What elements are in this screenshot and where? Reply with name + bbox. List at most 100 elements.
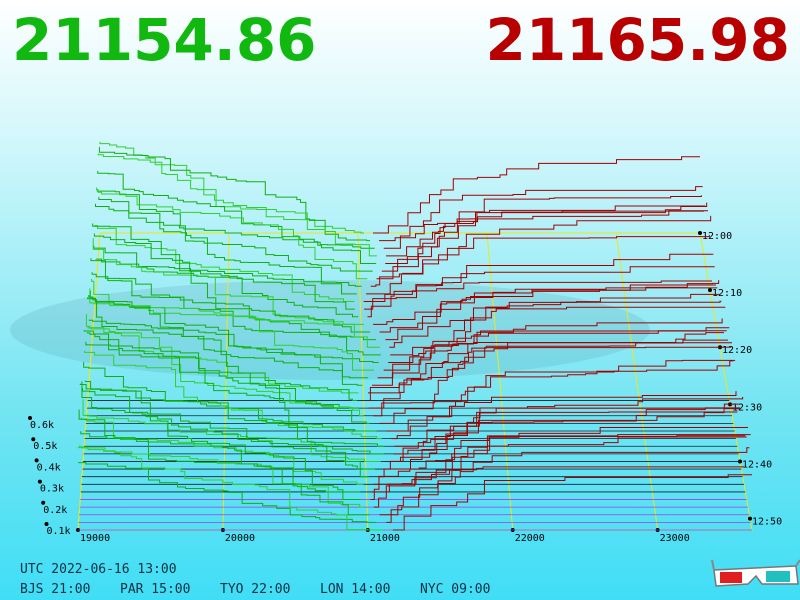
bid-curve	[94, 203, 357, 295]
bid-curve	[89, 290, 379, 363]
city-time: BJS 21:00	[20, 582, 90, 597]
bid-curve	[88, 295, 363, 386]
time-label: 12:10	[712, 288, 742, 299]
bid-curve	[79, 383, 361, 501]
time-tick	[748, 516, 752, 521]
bid-curve	[78, 409, 370, 516]
ask-curve	[368, 346, 732, 409]
bid-curve	[99, 141, 364, 234]
bid-curve	[92, 223, 371, 333]
depth-tick	[28, 416, 32, 420]
bid-curve	[98, 196, 375, 249]
depth-label: 0.4k	[37, 462, 61, 473]
bid-curve	[82, 387, 376, 470]
price-label: 22000	[515, 533, 545, 544]
bid-curve	[83, 330, 385, 447]
ask-curve	[385, 280, 720, 341]
ask-curve	[373, 466, 744, 485]
bid-curve	[79, 445, 364, 508]
depth-label: 0.5k	[33, 441, 57, 452]
depth-label: 0.3k	[40, 484, 64, 495]
bid-curve	[97, 170, 377, 264]
ask-curve	[385, 210, 704, 257]
ask-curve	[383, 186, 703, 249]
ask-curve	[379, 360, 734, 424]
ask-curve	[384, 408, 742, 470]
ask-curve	[364, 253, 714, 310]
city-time: NYC 09:00	[420, 582, 490, 597]
time-label: 12:20	[722, 345, 752, 356]
bid-curve	[87, 297, 358, 402]
ask-curve	[370, 234, 710, 287]
ask-curve	[377, 306, 726, 379]
ask-curve	[379, 287, 718, 333]
ask-curve	[370, 435, 746, 493]
time-label: 12:30	[732, 402, 762, 413]
utc-time: UTC 2022-06-16 13:00	[20, 562, 177, 577]
bid-curve	[83, 362, 385, 455]
ask-curve	[378, 396, 744, 478]
ask-price: 21165.98	[485, 6, 790, 74]
depth-tick	[41, 500, 46, 505]
time-label: 12:40	[742, 459, 772, 470]
bid-price: 21154.86	[12, 6, 317, 74]
ask-curve	[386, 434, 751, 523]
bid-curve	[91, 272, 377, 341]
ask-curve	[388, 318, 723, 363]
ask-curve	[389, 293, 720, 348]
price-label: 21000	[370, 533, 400, 544]
depth-tick	[44, 522, 49, 526]
ask-curve	[392, 474, 752, 531]
ask-curve	[391, 391, 737, 440]
bid-curve	[81, 381, 369, 478]
time-label: 12:50	[752, 517, 782, 528]
time-tick	[708, 288, 712, 293]
bid-curve	[90, 258, 381, 356]
bid-curve	[98, 146, 371, 242]
depth-label: 0.2k	[43, 505, 67, 516]
depth-label: 0.1k	[47, 526, 71, 537]
ask-curve	[366, 215, 712, 295]
shadow	[10, 280, 650, 380]
bid-curve	[77, 447, 383, 531]
price-grid-line	[357, 232, 369, 531]
ask-curve	[373, 427, 748, 508]
price-grid-line	[222, 232, 230, 531]
bid-curve	[80, 417, 364, 485]
bid-curve	[84, 350, 382, 440]
city-time: TYO 22:00	[220, 582, 290, 597]
depth-tick	[31, 437, 36, 442]
bid-curve	[87, 326, 359, 394]
ask-curve	[393, 403, 739, 455]
ask-curve	[381, 202, 708, 272]
3d-glasses-icon[interactable]	[711, 559, 800, 587]
bid-curve	[80, 431, 361, 493]
bid-curve	[91, 279, 380, 348]
time-label: 12:00	[702, 231, 732, 242]
bid-curve	[82, 399, 381, 462]
depth-label: 0.6k	[30, 420, 54, 431]
depth-tick	[37, 479, 42, 484]
ask-curve	[394, 411, 738, 447]
bid-curve	[86, 332, 359, 409]
price-label: 23000	[660, 533, 690, 544]
ask-curve	[373, 156, 700, 234]
depth-tick	[34, 458, 39, 463]
bid-curve	[94, 225, 355, 303]
time-tick	[698, 231, 702, 235]
city-time: LON 14:00	[320, 582, 390, 597]
bid-curve	[88, 319, 369, 379]
bid-curve	[92, 238, 364, 325]
ask-curve	[366, 327, 730, 402]
ask-curve	[367, 266, 715, 318]
city-times: BJS 21:00 PAR 15:00 TYO 22:00 LON 14:00 NYC …	[20, 582, 490, 597]
ask-curve	[373, 342, 732, 417]
bid-curve	[85, 341, 370, 424]
ask-curve	[379, 447, 750, 516]
price-label: 19000	[80, 533, 110, 544]
bid-curve	[96, 190, 373, 272]
bid-curve	[93, 233, 355, 310]
price-label: 20000	[225, 533, 255, 544]
price-grid-line	[615, 232, 659, 531]
